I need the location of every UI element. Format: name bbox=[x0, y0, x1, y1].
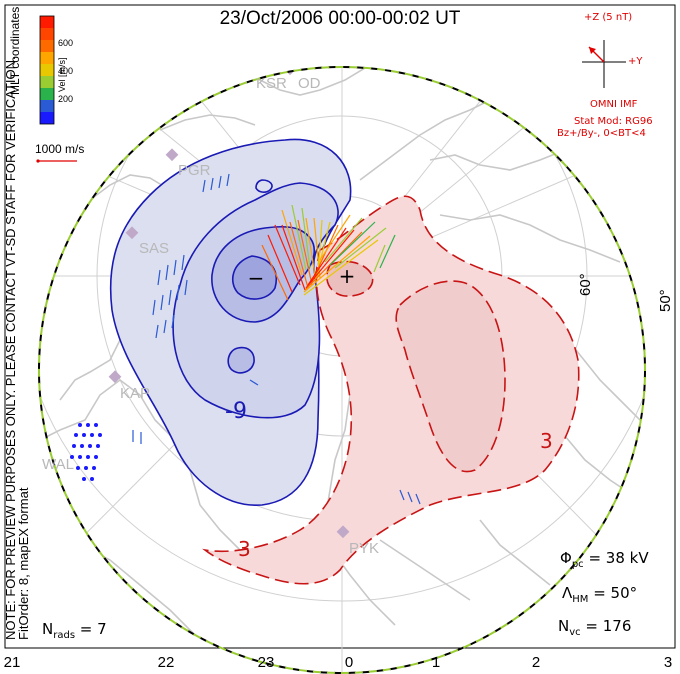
contour-label-3-bottom: 3 bbox=[238, 537, 251, 561]
page-title: 23/Oct/2006 00:00-00:02 UT bbox=[219, 8, 461, 29]
n-rads-value: 7 bbox=[97, 620, 107, 638]
mlt-tick-3: 3 bbox=[663, 654, 673, 671]
station-label-pgr: PGR bbox=[178, 162, 211, 179]
minus-marker: − bbox=[248, 266, 265, 290]
colorbar-tick-200: 200 bbox=[58, 94, 74, 104]
positive-cell-outer bbox=[202, 195, 580, 585]
imf-z-label: +Z (5 nT) bbox=[584, 12, 633, 23]
positive-cell-inner bbox=[395, 280, 506, 473]
vector-scale-dot bbox=[36, 159, 40, 163]
vector-scale-label: 1000 m/s bbox=[35, 142, 85, 156]
station-label-ksr: KSR bbox=[256, 75, 287, 92]
n-vc-readout: Nvc = 176 bbox=[558, 617, 631, 638]
latitude-label-50: 50° bbox=[657, 289, 674, 312]
mlt-tick-21: 21 bbox=[3, 654, 21, 671]
vector-cluster-throat bbox=[261, 204, 396, 301]
phi-pc-value: 38 kV bbox=[605, 549, 649, 567]
station-label-wal: WAL bbox=[42, 456, 74, 473]
contour-label-minus9: -9 bbox=[225, 399, 247, 424]
colorbar-tick-400: 400 bbox=[58, 66, 74, 76]
mlt-tick-2: 2 bbox=[531, 654, 541, 671]
station-label-kap: KAP bbox=[120, 385, 151, 402]
plus-marker: + bbox=[339, 264, 356, 288]
phi-pc-readout: Φpc = 38 kV bbox=[560, 549, 649, 570]
phi-pc-symbol: Φpc = bbox=[560, 549, 606, 570]
imf-clock bbox=[582, 40, 626, 88]
n-vc-symbol: Nvc = bbox=[558, 617, 603, 638]
contour-label-3-right: 3 bbox=[540, 429, 553, 453]
colorbar-tick-600: 600 bbox=[58, 38, 74, 48]
plot-frame bbox=[4, 4, 676, 649]
preview-note-line-2: FitOrder: 8, mapEX format bbox=[16, 487, 31, 640]
negative-cell-small bbox=[227, 346, 255, 374]
mlt-tick-0: 0 bbox=[344, 654, 354, 671]
vector-dots-west bbox=[70, 423, 102, 481]
lambda-hm-readout: ΛHM = 50° bbox=[562, 584, 637, 605]
imf-condition-label: Bz+/By-, 0<BT<4 bbox=[557, 128, 646, 139]
mlt-tick-1: 1 bbox=[431, 654, 441, 671]
n-vc-value: 176 bbox=[602, 617, 632, 635]
mlt-tick-23: 23 bbox=[257, 654, 275, 671]
stat-model-label: Stat Mod: RG96 bbox=[574, 116, 653, 127]
negative-cell-small-2 bbox=[255, 179, 273, 193]
station-label-sas: SAS bbox=[139, 240, 170, 257]
boundary-circle-green bbox=[38, 66, 646, 674]
positive-cell-core bbox=[326, 260, 374, 297]
imf-source-label: OMNI IMF bbox=[590, 99, 638, 110]
vector-cluster-dusk bbox=[132, 173, 421, 505]
station-label-pyk: PYK bbox=[349, 540, 380, 557]
velocity-colorbar bbox=[39, 15, 55, 125]
lambda-hm-symbol: ΛHM = bbox=[562, 584, 611, 605]
velocity-vectors bbox=[70, 173, 421, 505]
latitude-label-60: 60° bbox=[577, 273, 594, 296]
n-rads-readout: Nrads = 7 bbox=[42, 620, 107, 641]
station-label-od: OD bbox=[298, 75, 321, 92]
n-rads-symbol: Nrads = bbox=[42, 620, 98, 641]
imf-y-label: +Y bbox=[628, 56, 643, 67]
lambda-hm-value: 50° bbox=[610, 584, 638, 602]
mlt-tick-22: 22 bbox=[157, 654, 175, 671]
preview-note: NOTE: FOR PREVIEW PURPOSES ONLY. PLEASE … bbox=[3, 40, 31, 640]
